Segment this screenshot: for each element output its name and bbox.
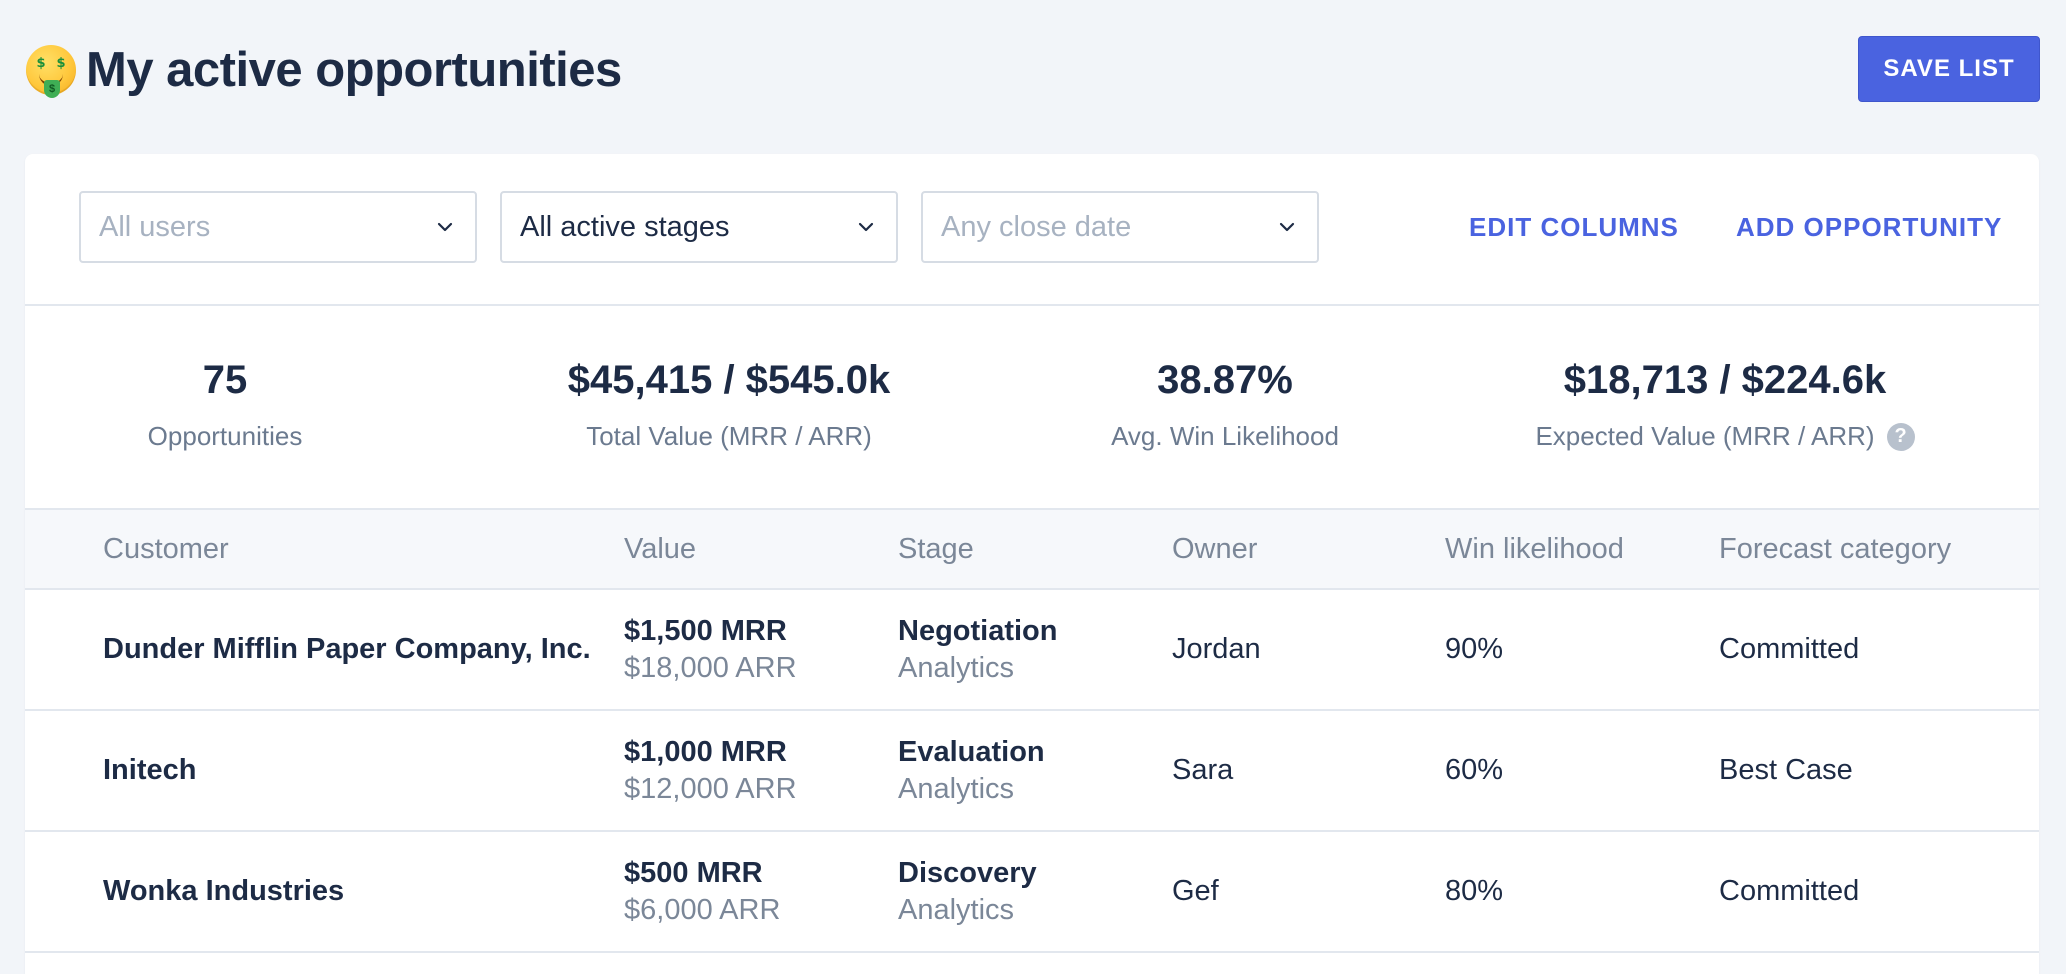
- stat-label: Opportunities: [147, 421, 303, 451]
- summary-stats: 75 Opportunities $45,415 / $545.0k Total…: [25, 306, 2039, 510]
- pipeline-name: Analytics: [898, 772, 1015, 805]
- stage-name: Negotiation: [898, 614, 1058, 647]
- help-icon[interactable]: ?: [1886, 422, 1915, 451]
- users-filter-select[interactable]: All users: [79, 191, 477, 263]
- value-cell: $1,500 MRR $18,000 ARR: [624, 590, 797, 709]
- win-likelihood-value: 90%: [1445, 633, 1504, 665]
- stat-value: $45,415 / $545.0k: [567, 358, 891, 402]
- forecast-category-value: Best Case: [1719, 754, 1853, 786]
- value-arr: $6,000 ARR: [624, 893, 781, 926]
- value-mrr: $1,000 MRR: [624, 735, 787, 768]
- win-likelihood-value: 80%: [1445, 875, 1504, 907]
- stat-opportunities: 75 Opportunities: [65, 306, 385, 508]
- edit-columns-button[interactable]: EDIT COLUMNS: [1469, 211, 1679, 242]
- customer-cell: Dunder Mifflin Paper Company, Inc.: [103, 590, 591, 709]
- stat-value: 38.87%: [1157, 358, 1293, 402]
- table-row[interactable]: Initech $1,000 MRR $12,000 ARR Evaluatio…: [25, 711, 2039, 832]
- value-arr: $12,000 ARR: [624, 772, 797, 805]
- title-wrap: $ $ $ My active opportunities: [26, 36, 622, 104]
- chevron-down-icon: [1257, 193, 1317, 261]
- column-header-stage[interactable]: Stage: [898, 533, 974, 565]
- filter-bar: All users All active stages Any close da…: [25, 154, 2039, 306]
- stat-label: Expected Value (MRR / ARR) ?: [1505, 421, 1945, 452]
- stat-value: $18,713 / $224.6k: [1563, 358, 1887, 402]
- owner-cell: Gef: [1172, 832, 1219, 951]
- page-header: $ $ $ My active opportunities SAVE LIST: [26, 36, 2040, 104]
- page-title: My active opportunities: [86, 43, 622, 97]
- table-header: Customer Value Stage Owner Win likelihoo…: [25, 510, 2039, 590]
- stage-name: Evaluation: [898, 735, 1045, 768]
- stage-cell: Negotiation Analytics: [898, 590, 1058, 709]
- stages-filter-select[interactable]: All active stages: [500, 191, 898, 263]
- owner-cell: Sara: [1172, 711, 1233, 830]
- chevron-down-icon: [836, 193, 896, 261]
- value-cell: $500 MRR $6,000 ARR: [624, 832, 780, 951]
- customer-cell: Initech: [103, 711, 196, 830]
- customer-name[interactable]: Initech: [103, 754, 197, 786]
- add-opportunity-button[interactable]: ADD OPPORTUNITY: [1736, 211, 2003, 242]
- stage-cell: Discovery Analytics: [898, 832, 1037, 951]
- stat-expected-value: $18,713 / $224.6k Expected Value (MRR / …: [1505, 306, 1945, 508]
- value-arr: $18,000 ARR: [624, 651, 797, 684]
- stage-name: Discovery: [898, 856, 1037, 889]
- pipeline-name: Analytics: [898, 893, 1015, 926]
- value-cell: $1,000 MRR $12,000 ARR: [624, 711, 797, 830]
- column-header-owner[interactable]: Owner: [1172, 533, 1258, 565]
- users-filter-placeholder: All users: [99, 210, 211, 243]
- table-row[interactable]: Dunder Mifflin Paper Company, Inc. $1,50…: [25, 590, 2039, 711]
- win-likelihood-cell: 60%: [1445, 711, 1503, 830]
- stages-filter-value: All active stages: [520, 210, 730, 243]
- win-likelihood-cell: 80%: [1445, 832, 1503, 951]
- column-header-value[interactable]: Value: [624, 533, 697, 565]
- customer-name[interactable]: Dunder Mifflin Paper Company, Inc.: [103, 633, 591, 665]
- stat-label: Total Value (MRR / ARR): [586, 421, 872, 451]
- stage-cell: Evaluation Analytics: [898, 711, 1045, 830]
- customer-cell: Wonka Industries: [103, 832, 344, 951]
- value-mrr: $1,500 MRR: [624, 614, 787, 647]
- forecast-cell: Committed: [1719, 832, 1859, 951]
- money-mouth-face-icon: $ $ $: [26, 45, 76, 98]
- win-likelihood-value: 60%: [1445, 754, 1504, 786]
- win-likelihood-cell: 90%: [1445, 590, 1503, 709]
- save-list-button[interactable]: SAVE LIST: [1858, 36, 2040, 102]
- forecast-cell: Committed: [1719, 590, 1859, 709]
- customer-name[interactable]: Wonka Industries: [103, 875, 345, 907]
- opportunities-card: All users All active stages Any close da…: [25, 154, 2039, 974]
- forecast-cell: Best Case: [1719, 711, 1853, 830]
- column-header-forecast-category[interactable]: Forecast category: [1719, 533, 1952, 565]
- stat-total-value: $45,415 / $545.0k Total Value (MRR / ARR…: [469, 306, 989, 508]
- owner-name: Gef: [1172, 875, 1219, 907]
- close-date-filter-select[interactable]: Any close date: [921, 191, 1319, 263]
- stat-label: Avg. Win Likelihood: [1111, 421, 1339, 451]
- table-row[interactable]: Wonka Industries $500 MRR $6,000 ARR Dis…: [25, 832, 2039, 953]
- forecast-category-value: Committed: [1719, 875, 1860, 907]
- column-header-win-likelihood[interactable]: Win likelihood: [1445, 533, 1624, 565]
- owner-cell: Jordan: [1172, 590, 1261, 709]
- forecast-category-value: Committed: [1719, 633, 1860, 665]
- close-date-filter-placeholder: Any close date: [941, 210, 1132, 243]
- owner-name: Sara: [1172, 754, 1234, 786]
- chevron-down-icon: [415, 193, 475, 261]
- owner-name: Jordan: [1172, 633, 1261, 665]
- pipeline-name: Analytics: [898, 651, 1015, 684]
- stat-avg-win-likelihood: 38.87% Avg. Win Likelihood: [1030, 306, 1420, 508]
- column-header-customer[interactable]: Customer: [103, 533, 229, 565]
- stat-value: 75: [202, 358, 248, 402]
- value-mrr: $500 MRR: [624, 856, 763, 889]
